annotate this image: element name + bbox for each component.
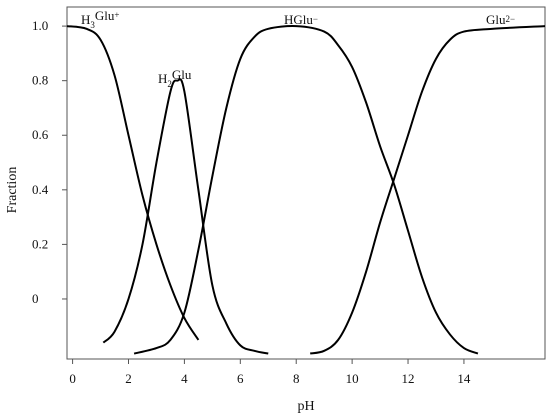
x-tick-label: 14 bbox=[457, 371, 471, 386]
series-line-h2glu bbox=[102, 78, 269, 355]
series-label-glu2: Glu2− bbox=[486, 12, 515, 27]
series-label-part: + bbox=[114, 10, 119, 20]
series-label-part: H bbox=[81, 12, 90, 27]
series-label-h2glu: H2Glu bbox=[158, 67, 192, 89]
x-tick-label: 12 bbox=[402, 371, 415, 386]
axis-ticks: 1.0 0.8 0.6 0.4 0.2 0 0 2 4 6 8 10 12 14 bbox=[32, 18, 471, 386]
series-label-part: 2 bbox=[167, 79, 172, 89]
x-tick-label: 10 bbox=[346, 371, 359, 386]
series-label-part: H bbox=[158, 71, 167, 86]
y-tick-label: 0.8 bbox=[32, 73, 48, 88]
series-label-part: Glu bbox=[172, 67, 192, 82]
x-tick-label: 8 bbox=[293, 371, 300, 386]
series-label-part: − bbox=[313, 14, 318, 24]
y-axis-title: Fraction bbox=[5, 167, 20, 214]
x-axis-title: pH bbox=[297, 399, 314, 414]
plot-frame bbox=[66, 6, 546, 360]
x-tick-label: 0 bbox=[69, 371, 76, 386]
y-tick-label: 1.0 bbox=[32, 18, 48, 33]
series-line-glu2 bbox=[310, 25, 545, 355]
series-label-part: 3 bbox=[90, 20, 95, 30]
series-curves bbox=[67, 25, 545, 355]
series-label-part: Glu bbox=[486, 12, 506, 27]
x-tick-label: 2 bbox=[125, 371, 132, 386]
y-tick-label: 0.2 bbox=[32, 236, 48, 251]
x-tick-label: 6 bbox=[237, 371, 244, 386]
series-label-part: Glu bbox=[95, 8, 115, 23]
x-tick-label: 4 bbox=[181, 371, 188, 386]
series-label-part: HGlu bbox=[284, 12, 313, 27]
y-tick-label: 0.6 bbox=[32, 127, 49, 142]
series-label-part: 2− bbox=[506, 14, 516, 24]
series-line-hglu bbox=[133, 25, 479, 355]
series-label-h3glu: H3Glu+ bbox=[81, 8, 119, 30]
series-line-h3glu bbox=[67, 25, 200, 341]
y-tick-label: 0 bbox=[32, 291, 39, 306]
series-label-hglu: HGlu− bbox=[284, 12, 318, 27]
y-tick-label: 0.4 bbox=[32, 182, 49, 197]
